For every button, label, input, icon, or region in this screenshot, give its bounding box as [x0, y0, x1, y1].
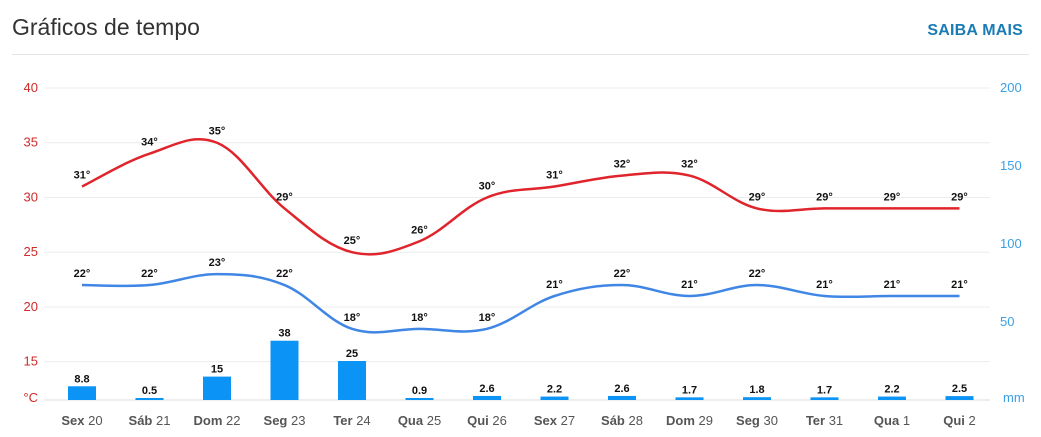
x-tick-label: Qui 26 — [467, 413, 507, 428]
x-tick-label: Sex 27 — [534, 413, 575, 428]
temp-label: 29° — [951, 191, 968, 203]
temp-label: 35° — [209, 126, 226, 138]
precip-label: 0.9 — [412, 385, 427, 397]
page-title: Gráficos de tempo — [12, 14, 200, 40]
x-tick-label: Qui 2 — [943, 413, 976, 428]
precip-label: 38 — [278, 328, 290, 340]
temp-label: 21° — [546, 279, 563, 291]
x-tick-label: Ter 31 — [806, 413, 843, 428]
precip-label: 2.2 — [547, 384, 562, 396]
y-right-tick: 100 — [1000, 236, 1022, 251]
x-tick-label: Qua 25 — [398, 413, 441, 428]
temp-label: 29° — [276, 191, 293, 203]
temp-label: 18° — [344, 312, 361, 324]
temp-label: 31° — [74, 170, 91, 182]
temp-label: 22° — [749, 268, 766, 280]
precip-bar — [878, 396, 906, 400]
y-right-tick: 50 — [1000, 314, 1014, 329]
precip-label: 15 — [211, 364, 223, 376]
precip-bar — [270, 340, 299, 400]
temp-label: 21° — [681, 279, 698, 291]
x-tick-label: Ter 24 — [333, 413, 370, 428]
temp-label: 29° — [816, 191, 833, 203]
temp-label: 30° — [479, 180, 496, 192]
precip-bar — [338, 361, 366, 400]
precip-bar — [68, 386, 96, 400]
temp-label: 34° — [141, 137, 158, 149]
temp-label: 22° — [276, 268, 293, 280]
temp-label: 22° — [74, 268, 91, 280]
saiba-mais-link[interactable]: SAIBA MAIS — [927, 22, 1023, 39]
axes: 15 20 25 30 35 40 °C 50 100 150 200 mm Sex 20 Sáb 21 D… — [23, 80, 1024, 428]
precip-bar — [203, 376, 231, 400]
x-tick-label: Sáb 21 — [129, 413, 171, 428]
temp-label: 32° — [681, 159, 698, 171]
temp-label: 23° — [209, 257, 226, 269]
precip-bar — [540, 396, 569, 400]
temp-label: 18° — [479, 312, 496, 324]
x-tick-label: Dom 29 — [666, 413, 713, 428]
precip-label: 2.6 — [614, 383, 629, 395]
precip-label: 8.8 — [74, 373, 89, 385]
temp-label: 29° — [749, 191, 766, 203]
precip-bar — [810, 397, 839, 400]
temp-label: 26° — [411, 224, 428, 236]
temp-line-0 — [81, 137, 960, 256]
y-left-tick: 40 — [24, 80, 38, 95]
temp-label: 32° — [614, 159, 631, 171]
precip-label: 2.6 — [479, 383, 494, 395]
x-tick-label: Sáb 28 — [601, 413, 643, 428]
y-left-tick: 35 — [24, 135, 38, 150]
y-left-tick: 25 — [24, 244, 38, 259]
y-right-unit: mm — [1003, 390, 1025, 405]
y-left-tick: 15 — [24, 354, 38, 369]
temp-line-1 — [81, 272, 960, 334]
grid-lines — [44, 87, 990, 401]
precip-label: 1.8 — [749, 384, 764, 396]
temp-label: 22° — [614, 268, 631, 280]
data-labels: 31° 34° 35° 29° 25° 26° 30° 31° 32° 32° 29° 29° 29° 2… — [74, 126, 968, 397]
x-tick-label: Seg 23 — [264, 413, 306, 428]
temperature-lines — [81, 137, 960, 334]
y-right-tick: 150 — [1000, 158, 1022, 173]
precip-bar — [405, 398, 434, 400]
temp-label: 31° — [546, 170, 563, 182]
precip-bar — [135, 398, 164, 400]
precip-bar — [608, 395, 636, 400]
precip-label: 2.2 — [884, 384, 899, 396]
temp-label: 29° — [884, 191, 901, 203]
y-right-tick: 200 — [1000, 80, 1022, 95]
x-tick-label: Qua 1 — [874, 413, 910, 428]
x-tick-label: Seg 30 — [736, 413, 778, 428]
chart-header: Gráficos de tempo SAIBA MAIS — [0, 0, 1041, 55]
temp-label: 25° — [344, 235, 361, 247]
precip-label: 1.7 — [682, 384, 697, 396]
precip-label: 25 — [346, 348, 358, 360]
y-left-unit: °C — [23, 390, 38, 405]
precip-bar — [945, 396, 974, 400]
precip-label: 1.7 — [817, 384, 832, 396]
precip-bar — [743, 397, 771, 400]
temp-label: 18° — [411, 312, 428, 324]
header-divider — [12, 54, 1029, 55]
precip-bar — [473, 395, 501, 400]
precip-label: 2.5 — [952, 383, 967, 395]
temp-label: 21° — [816, 279, 833, 291]
temp-label: 21° — [951, 279, 968, 291]
y-left-tick: 30 — [24, 189, 38, 204]
precip-label: 0.5 — [142, 385, 157, 397]
precip-bar — [675, 397, 704, 400]
temp-label: 21° — [884, 279, 901, 291]
temp-label: 22° — [141, 268, 158, 280]
x-tick-label: Sex 20 — [61, 413, 102, 428]
precipitation-bars — [68, 340, 974, 400]
y-left-tick: 20 — [24, 299, 38, 314]
x-tick-label: Dom 22 — [194, 413, 241, 428]
